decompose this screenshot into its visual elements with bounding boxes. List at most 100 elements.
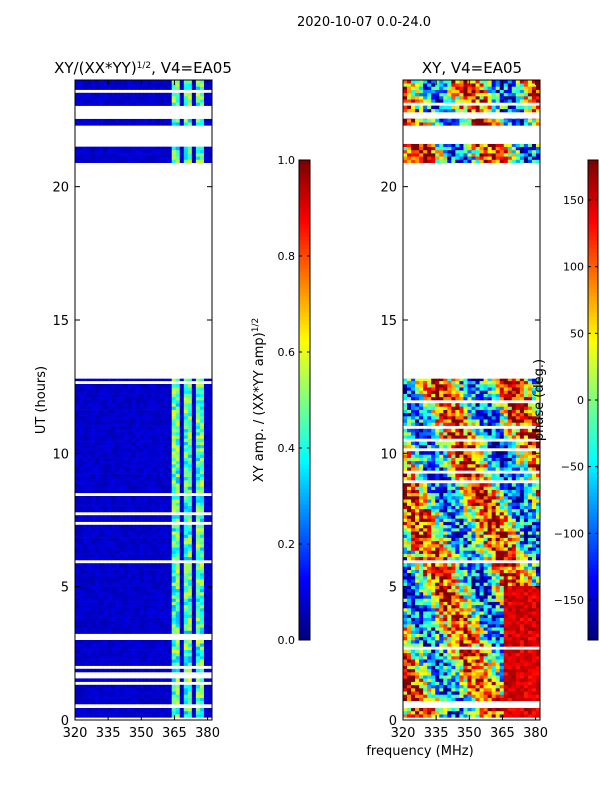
amplitude-heatmap-cell [167, 550, 173, 554]
amplitude-heatmap-cell [159, 122, 165, 126]
amplitude-colorbar-step [299, 352, 310, 357]
phase-heatmap-cell [479, 714, 484, 718]
amplitude-heatmap-cell [115, 652, 120, 657]
amplitude-heatmap-cell [127, 406, 132, 410]
amplitude-heatmap-cell [151, 652, 156, 657]
amplitude-heatmap-cell [171, 489, 177, 494]
amplitude-heatmap-cell [119, 691, 124, 695]
amplitude-heatmap-cell [87, 416, 92, 420]
amplitude-heatmap-cell [195, 684, 201, 689]
amplitude-heatmap-cell [103, 378, 108, 382]
amplitude-x-tick-label: 335 [96, 726, 121, 741]
amplitude-colorbar-step [299, 172, 310, 177]
phase-heatmap-cell [431, 675, 436, 679]
phase-heatmap-cell [527, 608, 533, 612]
amplitude-heatmap-cell [171, 608, 177, 612]
phase-heatmap-cell [415, 620, 420, 625]
amplitude-heatmap-cell [95, 122, 100, 126]
amplitude-heatmap-cell [159, 608, 165, 612]
amplitude-heatmap-cell [119, 697, 124, 702]
amplitude-heatmap-cell [155, 710, 161, 715]
amplitude-heatmap-cell [127, 83, 132, 87]
amplitude-heatmap-cell [203, 627, 209, 631]
amplitude-heatmap-cell [135, 92, 140, 97]
phase-heatmap-cell [527, 697, 533, 702]
amplitude-heatmap-cell [127, 467, 132, 471]
amplitude-heatmap-cell [115, 563, 120, 567]
amplitude-heatmap-cell [123, 384, 128, 388]
amplitude-y-tick-label: 0 [61, 714, 69, 729]
amplitude-heatmap-cell [195, 646, 201, 650]
amplitude-heatmap-cell [199, 515, 205, 519]
amplitude-heatmap-cell [171, 384, 177, 388]
phase-heatmap-cell [487, 614, 493, 618]
amplitude-heatmap-cell [99, 457, 104, 462]
amplitude-heatmap-cell [207, 697, 213, 702]
phase-heatmap-cell [487, 630, 493, 634]
phase-heatmap-cell [471, 668, 476, 673]
amplitude-heatmap-cell [167, 473, 173, 478]
phase-heatmap-cell [495, 617, 501, 622]
phase-heatmap-cell [507, 708, 513, 712]
amplitude-heatmap-cell [83, 156, 88, 160]
amplitude-heatmap-cell [103, 515, 108, 519]
amplitude-heatmap-cell [99, 553, 104, 558]
amplitude-heatmap-cell [203, 604, 209, 609]
amplitude-heatmap-cell [175, 502, 181, 506]
amplitude-heatmap-cell [207, 544, 213, 548]
amplitude-heatmap-cell [175, 476, 181, 481]
amplitude-heatmap-cell [191, 595, 197, 599]
amplitude-heatmap-cell [147, 649, 152, 654]
phase-heatmap-cell [467, 665, 472, 670]
phase-heatmap-cell [455, 627, 460, 631]
amplitude-heatmap-cell [135, 118, 140, 123]
amplitude-heatmap-cell [187, 464, 193, 468]
phase-heatmap-cell [507, 643, 513, 647]
amplitude-heatmap-cell [111, 409, 116, 414]
amplitude-heatmap-cell [123, 393, 128, 398]
amplitude-heatmap-cell [147, 390, 152, 394]
amplitude-heatmap-cell [195, 505, 201, 510]
phase-heatmap-cell [475, 630, 480, 634]
amplitude-heatmap-cell [83, 400, 88, 404]
amplitude-heatmap-cell [195, 425, 201, 430]
phase-heatmap-cell [415, 614, 420, 618]
amplitude-heatmap-cell [95, 515, 100, 519]
amplitude-heatmap-cell [155, 556, 161, 561]
amplitude-heatmap-cell [183, 480, 189, 484]
amplitude-heatmap-cell [171, 614, 177, 618]
amplitude-heatmap-cell [103, 556, 108, 561]
amplitude-heatmap-cell [183, 714, 189, 718]
amplitude-heatmap-cell [143, 483, 148, 487]
amplitude-heatmap-cell [131, 118, 136, 123]
amplitude-heatmap-cell [119, 620, 124, 625]
amplitude-heatmap-cell [75, 384, 80, 388]
phase-heatmap-cell [463, 640, 468, 644]
phase-heatmap-cell [475, 614, 480, 618]
phase-heatmap-cell [463, 684, 468, 689]
amplitude-heatmap-cell [151, 502, 156, 506]
amplitude-heatmap-cell [83, 688, 88, 692]
phase-heatmap-cell [503, 630, 509, 634]
amplitude-heatmap-cell [111, 518, 116, 522]
amplitude-heatmap-cell [171, 714, 177, 718]
amplitude-heatmap-cell [103, 499, 108, 503]
amplitude-heatmap-cell [159, 684, 165, 689]
amplitude-heatmap-cell [171, 579, 177, 583]
phase-heatmap-cell [427, 708, 432, 712]
amplitude-heatmap-cell [131, 566, 136, 570]
amplitude-heatmap-cell [203, 156, 209, 160]
ut-hours-axis-label: UT (hours) [34, 366, 49, 434]
phase-heatmap-cell [427, 633, 432, 638]
amplitude-heatmap-cell [87, 400, 92, 404]
amplitude-heatmap-cell [115, 464, 120, 468]
phase-heatmap-cell [435, 617, 440, 622]
amplitude-heatmap-cell [195, 159, 201, 163]
amplitude-heatmap-cell [187, 550, 193, 554]
amplitude-heatmap-cell [107, 489, 112, 494]
amplitude-heatmap-cell [127, 80, 132, 84]
phase-heatmap-cell [515, 681, 521, 686]
amplitude-heatmap-cell [191, 604, 197, 609]
amplitude-heatmap-cell [207, 416, 213, 420]
amplitude-heatmap-cell [195, 400, 201, 404]
